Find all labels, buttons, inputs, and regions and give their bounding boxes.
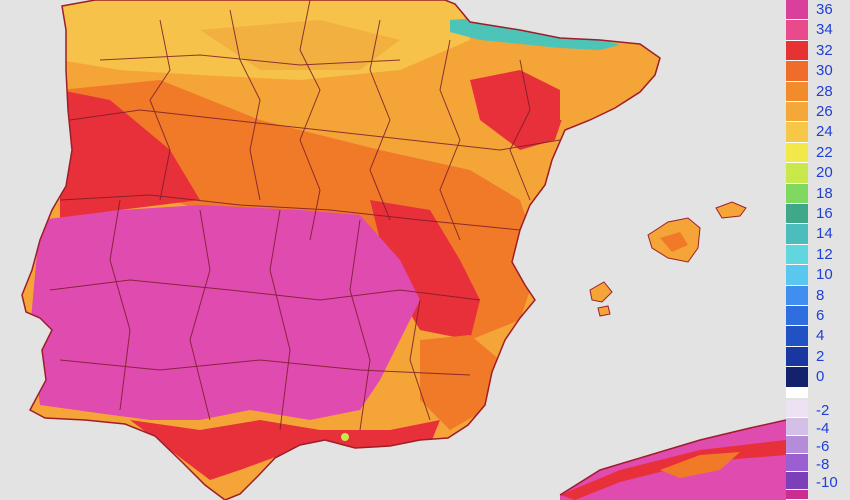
legend-label: 34 bbox=[816, 21, 833, 39]
legend-swatch bbox=[786, 489, 808, 500]
legend-swatch bbox=[786, 40, 808, 62]
legend-label: 20 bbox=[816, 164, 833, 182]
legend-label: 32 bbox=[816, 41, 833, 59]
legend-label: -4 bbox=[816, 419, 830, 437]
legend-swatch bbox=[786, 142, 808, 164]
legend-swatch bbox=[786, 102, 808, 123]
legend-swatch bbox=[786, 326, 808, 347]
legend-label: 4 bbox=[816, 327, 825, 345]
legend-swatch bbox=[786, 306, 808, 327]
legend-swatch bbox=[786, 183, 808, 204]
legend-swatch bbox=[786, 471, 808, 490]
legend-swatch bbox=[786, 0, 808, 21]
ibiza bbox=[589, 281, 613, 303]
legend-label: -10 bbox=[816, 473, 838, 491]
legend-swatch bbox=[786, 224, 808, 245]
legend-swatch bbox=[786, 244, 808, 266]
legend-label: 12 bbox=[816, 245, 833, 263]
menorca bbox=[715, 201, 747, 219]
legend-label: 36 bbox=[816, 1, 833, 18]
legend-label: 10 bbox=[816, 266, 833, 284]
legend-swatch bbox=[786, 285, 808, 306]
legend-swatch bbox=[786, 435, 808, 454]
legend-label: 22 bbox=[816, 143, 833, 161]
legend-label: 18 bbox=[816, 184, 833, 202]
legend-label: -2 bbox=[816, 401, 830, 419]
formentera bbox=[597, 305, 611, 317]
legend-label: 6 bbox=[816, 307, 825, 324]
legend-swatch bbox=[786, 204, 808, 225]
legend-separator bbox=[786, 387, 808, 398]
legend-label: 14 bbox=[816, 225, 833, 243]
legend-swatch bbox=[786, 81, 808, 102]
legend-swatch bbox=[786, 122, 808, 143]
temperature-map bbox=[21, 0, 786, 500]
legend-label: 2 bbox=[816, 347, 825, 365]
legend-swatch bbox=[786, 265, 808, 286]
legend-label: 8 bbox=[816, 286, 825, 304]
legend-label: 26 bbox=[816, 103, 833, 120]
balearic-islands bbox=[589, 201, 747, 317]
legend-swatch bbox=[786, 367, 808, 388]
legend-label: -8 bbox=[816, 455, 830, 473]
legend-label: 30 bbox=[816, 62, 833, 80]
legend-swatch bbox=[786, 61, 808, 82]
legend-swatch bbox=[786, 163, 808, 184]
legend-swatch bbox=[786, 453, 808, 472]
legend-swatch bbox=[786, 417, 808, 436]
legend-swatch bbox=[786, 399, 808, 418]
legend-label: 24 bbox=[816, 123, 833, 141]
legend-swatch bbox=[786, 346, 808, 368]
legend-label: 28 bbox=[816, 82, 833, 100]
legend-label: 16 bbox=[816, 205, 833, 222]
legend-label: 0 bbox=[816, 368, 825, 386]
temperature-legend: 36 34 32 30 28 26 24 22 20 18 16 14 12 10 8 6 4 2 0 -2 -4 -6-… bbox=[786, 0, 850, 500]
coastline bbox=[21, 0, 661, 500]
legend-label: -6 bbox=[816, 437, 830, 455]
legend-swatch bbox=[786, 20, 808, 41]
